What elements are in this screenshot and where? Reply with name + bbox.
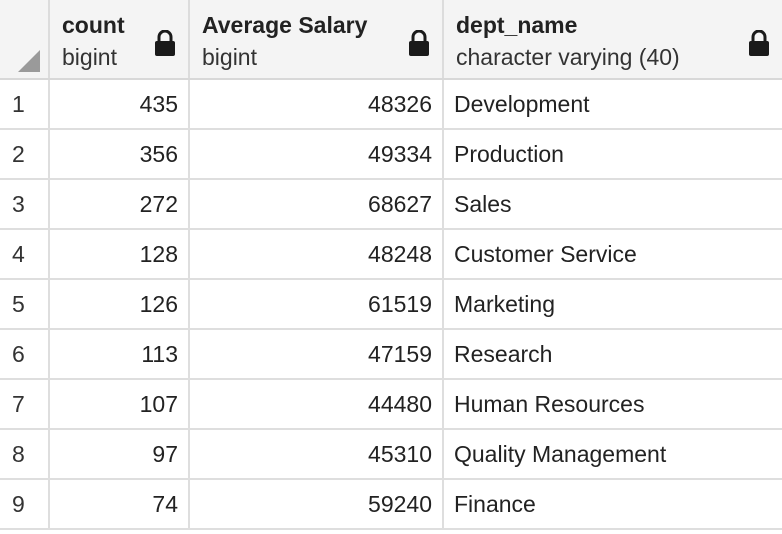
count-cell[interactable]: 126 — [50, 280, 190, 328]
column-name: dept_name — [456, 12, 578, 38]
average-salary-cell[interactable]: 47159 — [190, 330, 444, 378]
count-cell[interactable]: 97 — [50, 430, 190, 478]
lock-icon — [409, 30, 429, 56]
dept-name-cell[interactable]: Research — [454, 341, 553, 367]
table-row[interactable]: 5 126 61519 Marketing — [0, 280, 782, 330]
average-salary-cell[interactable]: 48326 — [190, 80, 444, 128]
dept-name-cell[interactable]: Production — [454, 141, 564, 167]
row-number[interactable]: 9 — [0, 480, 50, 528]
count-cell[interactable]: 128 — [50, 230, 190, 278]
table-row[interactable]: 9 74 59240 Finance — [0, 480, 782, 530]
table-row[interactable]: 3 272 68627 Sales — [0, 180, 782, 230]
dept-name-cell[interactable]: Quality Management — [454, 441, 667, 467]
column-type: character varying (40) — [456, 44, 680, 70]
select-all-corner-icon — [18, 50, 40, 72]
table-row[interactable]: 8 97 45310 Quality Management — [0, 430, 782, 480]
dept-name-cell[interactable]: Finance — [454, 491, 536, 517]
lock-icon — [155, 30, 175, 56]
table-row[interactable]: 6 113 47159 Research — [0, 330, 782, 380]
select-all-corner[interactable] — [0, 0, 50, 78]
table-row[interactable]: 4 128 48248 Customer Service — [0, 230, 782, 280]
row-number[interactable]: 2 — [0, 130, 50, 178]
table-row[interactable]: 1 435 48326 Development — [0, 80, 782, 130]
column-type: bigint — [202, 44, 257, 70]
count-cell[interactable]: 435 — [50, 80, 190, 128]
count-cell[interactable]: 272 — [50, 180, 190, 228]
row-number[interactable]: 3 — [0, 180, 50, 228]
row-number[interactable]: 5 — [0, 280, 50, 328]
dept-name-cell[interactable]: Customer Service — [454, 241, 637, 267]
column-name: Average Salary — [202, 12, 368, 38]
count-cell[interactable]: 356 — [50, 130, 190, 178]
table-row[interactable]: 7 107 44480 Human Resources — [0, 380, 782, 430]
column-header-count[interactable]: count bigint — [50, 0, 190, 78]
average-salary-cell[interactable]: 44480 — [190, 380, 444, 428]
count-cell[interactable]: 107 — [50, 380, 190, 428]
average-salary-cell[interactable]: 68627 — [190, 180, 444, 228]
column-header-average-salary[interactable]: Average Salary bigint — [190, 0, 444, 78]
count-cell[interactable]: 113 — [50, 330, 190, 378]
row-number[interactable]: 7 — [0, 380, 50, 428]
lock-icon — [749, 30, 769, 56]
dept-name-cell[interactable]: Sales — [454, 191, 512, 217]
grid-header: count bigint Average Salary bigint dept_… — [0, 0, 782, 80]
table-row[interactable]: 2 356 49334 Production — [0, 130, 782, 180]
average-salary-cell[interactable]: 49334 — [190, 130, 444, 178]
average-salary-cell[interactable]: 48248 — [190, 230, 444, 278]
dept-name-cell[interactable]: Development — [454, 91, 590, 117]
row-number[interactable]: 8 — [0, 430, 50, 478]
row-number[interactable]: 6 — [0, 330, 50, 378]
column-type: bigint — [62, 44, 117, 70]
average-salary-cell[interactable]: 59240 — [190, 480, 444, 528]
dept-name-cell[interactable]: Human Resources — [454, 391, 645, 417]
column-header-dept-name[interactable]: dept_name character varying (40) — [444, 0, 782, 78]
grid-body: 1 435 48326 Development 2 356 49334 Prod… — [0, 80, 782, 530]
row-number[interactable]: 1 — [0, 80, 50, 128]
row-number[interactable]: 4 — [0, 230, 50, 278]
average-salary-cell[interactable]: 45310 — [190, 430, 444, 478]
column-name: count — [62, 12, 125, 38]
dept-name-cell[interactable]: Marketing — [454, 291, 555, 317]
average-salary-cell[interactable]: 61519 — [190, 280, 444, 328]
count-cell[interactable]: 74 — [50, 480, 190, 528]
